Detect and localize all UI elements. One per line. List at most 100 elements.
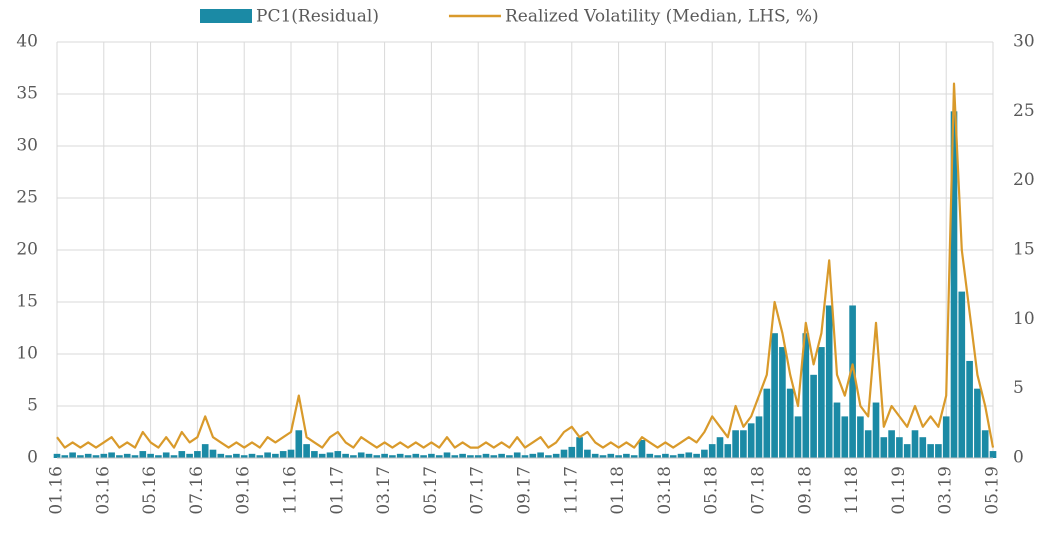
bar bbox=[69, 452, 76, 458]
bar bbox=[108, 452, 115, 458]
bar bbox=[794, 416, 802, 458]
bar bbox=[981, 430, 989, 458]
bar bbox=[576, 437, 583, 458]
bar bbox=[264, 452, 271, 458]
bar bbox=[147, 453, 154, 458]
bar bbox=[248, 453, 256, 458]
bar bbox=[779, 347, 786, 458]
bar bbox=[311, 451, 318, 458]
bar bbox=[77, 455, 84, 458]
bar bbox=[92, 455, 100, 458]
legend-label: Realized Volatility (Median, LHS, %) bbox=[505, 7, 819, 27]
bar bbox=[498, 453, 505, 458]
bar bbox=[701, 449, 708, 458]
bar bbox=[911, 430, 919, 458]
x-tick-label: 07.16 bbox=[187, 466, 207, 515]
bar bbox=[802, 333, 810, 458]
bar bbox=[116, 455, 123, 458]
bar bbox=[84, 453, 92, 458]
line bbox=[56, 82, 995, 449]
bar bbox=[896, 437, 903, 458]
bar bbox=[279, 451, 287, 458]
x-tick-label: 05.17 bbox=[421, 466, 441, 515]
bar bbox=[958, 291, 966, 458]
bar bbox=[295, 430, 303, 458]
bar bbox=[545, 455, 552, 458]
y-tick-label: 40 bbox=[16, 32, 38, 52]
bar bbox=[669, 455, 677, 458]
bar bbox=[693, 453, 700, 458]
x-tick-label: 01.19 bbox=[889, 466, 909, 515]
y-tick-label: 20 bbox=[16, 240, 38, 260]
bar bbox=[123, 453, 131, 458]
bar bbox=[240, 455, 248, 458]
bar bbox=[53, 453, 61, 458]
bar bbox=[919, 437, 927, 458]
legend-label: PC1(Residual) bbox=[256, 7, 379, 27]
bar bbox=[841, 416, 849, 458]
bar bbox=[459, 453, 466, 458]
bar bbox=[201, 444, 209, 458]
bar bbox=[599, 455, 607, 458]
bar bbox=[178, 451, 186, 458]
x-tick-label: 11.18 bbox=[842, 466, 862, 515]
bar bbox=[287, 449, 295, 458]
x-tick-label: 03.19 bbox=[936, 466, 956, 515]
bar bbox=[139, 451, 147, 458]
bar bbox=[677, 453, 685, 458]
bar bbox=[771, 333, 778, 458]
bar bbox=[131, 455, 139, 458]
bar bbox=[942, 416, 950, 458]
y-tick-label: 0 bbox=[27, 448, 38, 468]
bar bbox=[61, 455, 69, 458]
y-tick-label: 5 bbox=[27, 396, 38, 416]
x-tick-label: 07.17 bbox=[468, 466, 488, 515]
bar bbox=[357, 452, 365, 458]
bar bbox=[537, 452, 544, 458]
bar bbox=[716, 437, 724, 458]
bar bbox=[272, 453, 279, 458]
bar bbox=[404, 455, 412, 458]
bar bbox=[732, 430, 739, 458]
bar bbox=[100, 453, 108, 458]
y2-tick-label: 20 bbox=[1013, 170, 1035, 190]
bar bbox=[334, 451, 342, 458]
bar bbox=[584, 449, 591, 458]
bar bbox=[763, 388, 771, 458]
bar bbox=[521, 455, 529, 458]
bar bbox=[256, 455, 264, 458]
bar bbox=[560, 449, 568, 458]
bar bbox=[654, 455, 661, 458]
bar bbox=[927, 444, 934, 458]
x-tick-label: 05.19 bbox=[983, 466, 1003, 515]
y-tick-label: 25 bbox=[16, 188, 38, 208]
bar bbox=[467, 455, 474, 458]
bar bbox=[412, 453, 420, 458]
bar bbox=[318, 453, 326, 458]
y-tick-label: 15 bbox=[16, 292, 38, 312]
bar bbox=[513, 452, 521, 458]
y-tick-label: 10 bbox=[16, 344, 38, 364]
x-tick-label: 03.16 bbox=[93, 466, 113, 515]
bar bbox=[396, 453, 404, 458]
bar bbox=[155, 455, 162, 458]
x-tick-label: 09.17 bbox=[515, 466, 535, 515]
y-tick-label: 35 bbox=[16, 84, 38, 104]
bar bbox=[810, 374, 817, 458]
bar bbox=[451, 455, 459, 458]
bar bbox=[194, 451, 201, 458]
bar bbox=[435, 455, 443, 458]
y2-tick-label: 30 bbox=[1013, 32, 1035, 52]
bar bbox=[755, 416, 763, 458]
bar bbox=[428, 453, 435, 458]
y-tick-label: 30 bbox=[16, 136, 38, 156]
bar bbox=[506, 455, 513, 458]
bar bbox=[615, 455, 622, 458]
x-tick-label: 03.18 bbox=[655, 466, 675, 515]
bar bbox=[724, 444, 732, 458]
legend-swatch bbox=[200, 9, 252, 23]
x-tick-label: 03.17 bbox=[374, 466, 394, 515]
bar bbox=[849, 305, 856, 458]
bar bbox=[607, 453, 615, 458]
